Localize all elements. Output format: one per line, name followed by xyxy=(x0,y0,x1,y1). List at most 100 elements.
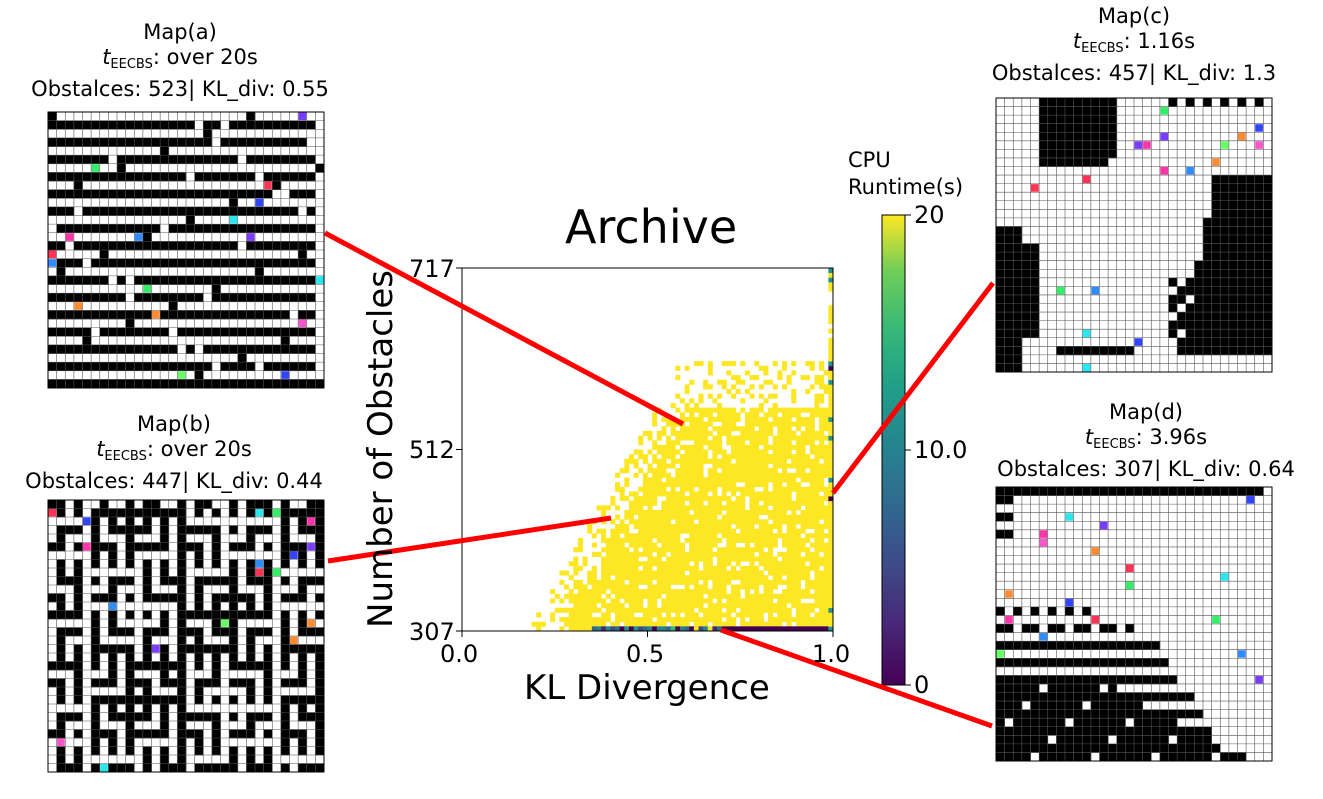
heatmap-cell xyxy=(675,556,681,562)
map-d-grid xyxy=(995,486,1273,762)
map-obstacle-cell xyxy=(255,310,264,320)
heatmap-cell xyxy=(717,510,723,516)
heatmap-cell xyxy=(633,575,639,581)
heatmap-cell xyxy=(689,542,695,548)
x-tick-label-0: 0.0 xyxy=(440,640,479,668)
heatmap-cell xyxy=(661,510,667,516)
heatmap-cell xyxy=(707,561,713,567)
map-obstacle-cell xyxy=(220,327,230,337)
map-agent-cell xyxy=(1100,521,1108,530)
map-obstacle-cell xyxy=(1211,226,1221,236)
map-obstacle-cell xyxy=(1220,320,1230,330)
map-obstacle-cell xyxy=(1203,312,1212,321)
heatmap-cell xyxy=(656,561,662,567)
map-obstacle-cell xyxy=(1194,346,1204,356)
map-agent-cell xyxy=(307,619,315,627)
heatmap-cell xyxy=(763,589,769,595)
heatmap-cell xyxy=(819,412,825,418)
heatmap-cell xyxy=(805,505,811,511)
heatmap-cell xyxy=(703,407,709,413)
heatmap-cell xyxy=(823,617,829,623)
heatmap-cell xyxy=(661,523,667,530)
heatmap-cell xyxy=(754,500,760,506)
heatmap-cell xyxy=(624,612,630,618)
heatmap-cell xyxy=(828,496,834,502)
heatmap-cell xyxy=(693,617,699,623)
heatmap-cell xyxy=(684,384,690,390)
map-obstacle-cell xyxy=(306,576,316,586)
map-obstacle-cell xyxy=(168,576,178,586)
heatmap-cell xyxy=(666,537,672,543)
heatmap-cell xyxy=(679,426,685,432)
heatmap-cell xyxy=(564,621,570,627)
heatmap-cell xyxy=(610,547,616,553)
map-obstacle-cell xyxy=(1047,752,1057,762)
heatmap-cell xyxy=(693,533,699,539)
map-obstacle-cell xyxy=(1228,487,1238,496)
map-agent-cell xyxy=(1238,650,1246,658)
heatmap-cell xyxy=(601,589,607,595)
map-obstacle-cell xyxy=(246,155,256,165)
heatmap-cell xyxy=(730,361,737,367)
map-obstacle-cell xyxy=(289,542,299,552)
map-obstacle-cell xyxy=(1211,487,1221,496)
heatmap-cell xyxy=(814,542,820,548)
map-obstacle-cell xyxy=(99,327,109,337)
map-obstacle-cell xyxy=(289,137,299,147)
map-agent-cell xyxy=(1255,141,1263,149)
heatmap-cell xyxy=(610,528,616,534)
map-obstacle-cell xyxy=(168,508,178,518)
heatmap-cell xyxy=(744,533,750,539)
heatmap-cell xyxy=(531,621,537,627)
heatmap-cell xyxy=(666,584,672,590)
heatmap-cell xyxy=(758,533,764,539)
heatmap-cell xyxy=(749,603,755,609)
map-obstacle-cell xyxy=(1108,641,1118,650)
heatmap-cell xyxy=(703,575,709,581)
heatmap-cell xyxy=(605,556,611,562)
heatmap-cell xyxy=(800,565,806,571)
heatmap-cell xyxy=(647,575,653,581)
heatmap-cell xyxy=(703,514,709,520)
map-obstacle-cell xyxy=(1211,303,1221,313)
map-obstacle-cell xyxy=(306,627,316,637)
map-obstacle-cell xyxy=(125,517,135,526)
map-obstacle-cell xyxy=(125,687,135,696)
heatmap-cell xyxy=(740,598,746,604)
map-obstacle-cell xyxy=(1246,192,1256,202)
map-obstacle-cell xyxy=(203,763,213,773)
heatmap-cell xyxy=(666,463,672,469)
heatmap-cell xyxy=(763,537,769,543)
map-obstacle-cell xyxy=(142,344,152,354)
map-obstacle-cell xyxy=(996,641,1005,650)
heatmap-cell xyxy=(740,523,746,530)
heatmap-cell xyxy=(740,463,746,469)
map-obstacle-cell xyxy=(1142,726,1152,736)
heatmap-cell xyxy=(823,575,829,581)
heatmap-cell xyxy=(703,519,709,525)
heatmap-cell xyxy=(809,514,815,520)
map-obstacle-cell xyxy=(306,500,316,509)
heatmap-cell xyxy=(740,430,746,436)
map-obstacle-cell xyxy=(220,258,230,268)
map-obstacle-cell xyxy=(48,729,57,739)
heatmap-cell xyxy=(717,584,723,590)
map-agent-cell xyxy=(246,233,255,241)
map-obstacle-cell xyxy=(142,224,152,234)
heatmap-cell xyxy=(721,472,727,478)
map-obstacle-cell xyxy=(229,137,239,147)
heatmap-cell xyxy=(768,603,774,609)
heatmap-cell xyxy=(698,458,704,464)
map-obstacle-cell xyxy=(91,241,101,251)
heatmap-cell xyxy=(730,607,737,613)
heatmap-cell xyxy=(591,584,597,590)
heatmap-cell xyxy=(740,607,746,613)
heatmap-cell xyxy=(805,551,811,557)
map-obstacle-cell xyxy=(1151,641,1161,650)
map-obstacle-cell xyxy=(246,721,256,730)
map-obstacle-cell xyxy=(1021,624,1031,633)
map-obstacle-cell xyxy=(177,644,187,654)
map-obstacle-cell xyxy=(1021,243,1031,253)
map-obstacle-cell xyxy=(1039,752,1049,762)
heatmap-cell xyxy=(624,477,630,483)
